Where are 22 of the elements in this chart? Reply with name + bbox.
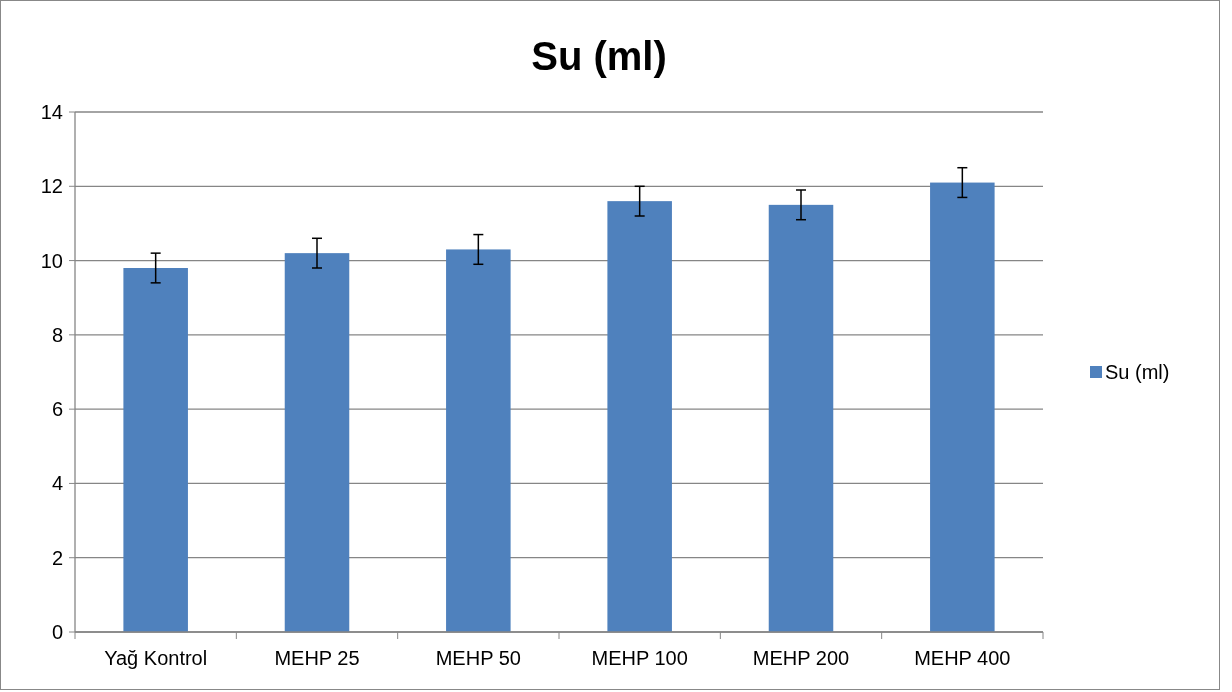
x-tick-label: MEHP 100 <box>591 647 688 669</box>
x-tick-label: MEHP 400 <box>914 647 1011 669</box>
bar <box>446 249 511 632</box>
x-tick-label: MEHP 25 <box>274 647 360 669</box>
bar <box>123 268 188 632</box>
bar <box>768 204 834 632</box>
legend-label: Su (ml) <box>1105 361 1170 383</box>
y-tick-label: 4 <box>51 472 63 495</box>
x-tick-label: MEHP 200 <box>752 647 850 669</box>
bar <box>284 253 350 632</box>
y-tick-label: 2 <box>51 546 63 569</box>
y-tick-label: 0 <box>51 621 63 643</box>
bar <box>930 182 995 632</box>
y-tick-label: 12 <box>40 175 63 198</box>
y-tick-label: 8 <box>51 323 63 346</box>
chart-title: Su (ml) <box>531 34 667 78</box>
y-tick-label: 14 <box>40 101 63 123</box>
y-tick-label: 6 <box>51 398 63 421</box>
bar <box>607 201 672 632</box>
x-tick-label: MEHP 50 <box>435 647 521 669</box>
x-tick-label: Yağ Kontrol <box>104 647 208 669</box>
y-tick-label: 10 <box>40 249 63 272</box>
